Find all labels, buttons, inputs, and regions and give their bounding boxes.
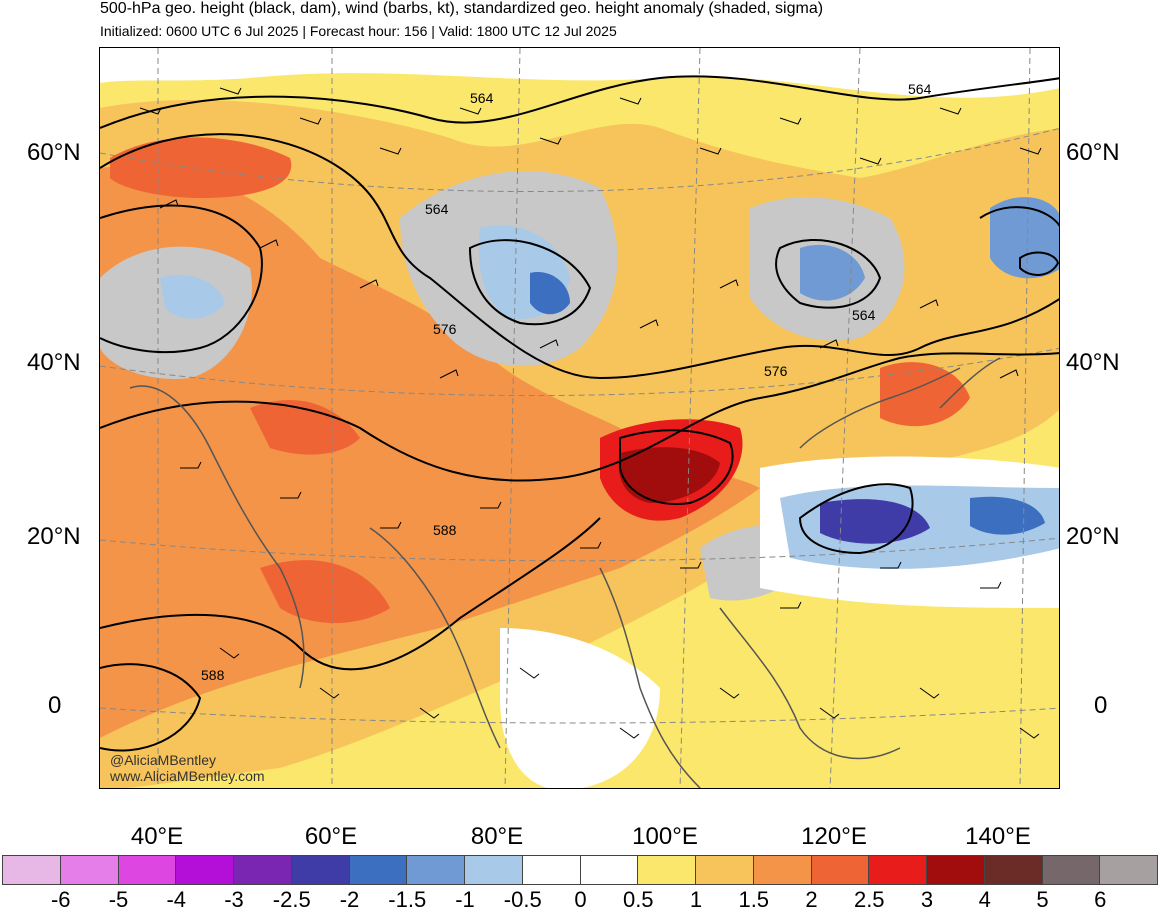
anomaly-pacific-neg-core-2 xyxy=(970,496,1045,535)
colorbar-swatch xyxy=(2,855,61,885)
contour-label-576-b: 576 xyxy=(764,363,788,379)
colorbar-swatch xyxy=(1041,855,1101,885)
anomaly-north-band xyxy=(100,48,1059,98)
colorbar-swatch xyxy=(175,855,234,885)
lat-label-0-right: 0 xyxy=(1094,692,1108,719)
lat-label-60n-left: 60°N xyxy=(27,139,81,166)
lon-label-100e: 100°E xyxy=(632,823,698,850)
contour-label-576-a: 576 xyxy=(433,321,457,337)
watermark-url: www.AliciaMBentley.com xyxy=(110,768,265,784)
anomaly-okhotsk-neg xyxy=(990,197,1059,279)
chart-subtitle: Initialized: 0600 UTC 6 Jul 2025 | Forec… xyxy=(100,23,617,39)
colorbar-label: -5 xyxy=(108,887,129,912)
colorbar-swatch xyxy=(464,855,523,885)
lon-label-140e: 140°E xyxy=(965,823,1031,850)
chart-title: 500-hPa geo. height (black, dam), wind (… xyxy=(100,0,824,17)
colorbar-label: -1 xyxy=(455,887,475,912)
lat-label-20n-right: 20°N xyxy=(1066,523,1120,550)
colorbar-label: 5 xyxy=(1036,887,1049,912)
anomaly-caspian-neg xyxy=(160,274,225,319)
colorbar-swatch xyxy=(983,855,1043,885)
contour-label-588-b: 588 xyxy=(201,667,225,683)
colorbar-label: -4 xyxy=(166,887,187,912)
colorbar-label: -6 xyxy=(50,887,71,912)
colorbar-label: 0 xyxy=(574,887,587,912)
anomaly-arabia xyxy=(260,560,390,623)
coastlines xyxy=(129,357,1001,788)
colorbar-swatch xyxy=(695,855,754,885)
lat-label-0-left: 0 xyxy=(48,692,62,719)
colorbar-swatch xyxy=(59,855,119,885)
colorbar-label: -3 xyxy=(224,887,244,912)
colorbar-swatch xyxy=(348,855,408,885)
contour-label-564-d: 564 xyxy=(852,307,876,323)
colorbar-swatch xyxy=(1099,855,1158,885)
colorbar-label: 2.5 xyxy=(853,887,885,912)
height-contours xyxy=(100,75,1059,752)
contour-label-564-a: 564 xyxy=(470,90,494,106)
map-panel: 564 564 564 564 576 576 588 588 xyxy=(99,47,1060,789)
lon-label-60e: 60°E xyxy=(304,823,358,850)
anomaly-japan xyxy=(880,362,970,427)
colorbar-label: -2.5 xyxy=(272,887,311,912)
colorbar-label: 0.5 xyxy=(622,887,654,912)
lat-label-40n-right: 40°N xyxy=(1066,349,1120,376)
colorbar-label: 4 xyxy=(978,887,991,912)
anomaly-scandinavia xyxy=(110,137,292,198)
colorbar-swatch xyxy=(926,855,985,885)
watermark-handle: @AliciaMBentley xyxy=(110,752,217,768)
lon-label-120e: 120°E xyxy=(801,823,867,850)
anomaly-amur-neg xyxy=(800,244,865,301)
colorbar-label: 1.5 xyxy=(738,887,770,912)
anomaly-colorbar xyxy=(2,855,1158,885)
colorbar-swatch xyxy=(117,855,177,885)
graticule xyxy=(100,48,1059,788)
anomaly-siberia-neg-core xyxy=(530,272,570,315)
colorbar-label: -2 xyxy=(339,887,360,912)
colorbar-swatch xyxy=(233,855,292,885)
lat-label-40n-left: 40°N xyxy=(27,349,81,376)
anomaly-region-2 xyxy=(100,166,760,738)
colorbar-label: 6 xyxy=(1094,887,1107,912)
colorbar-swatch xyxy=(579,855,639,885)
colorbar-swatch xyxy=(810,855,870,885)
lat-label-60n-right: 60°N xyxy=(1066,139,1120,166)
colorbar-label: -0.5 xyxy=(503,887,542,912)
colorbar-swatch xyxy=(406,855,465,885)
colorbar-label: 1 xyxy=(689,887,703,912)
wind-barbs xyxy=(139,87,1042,739)
lon-label-80e: 80°E xyxy=(470,823,524,850)
colorbar-swatch xyxy=(868,855,927,885)
colorbar-label: 3 xyxy=(920,887,934,912)
colorbar-label: 2 xyxy=(805,887,818,912)
lon-label-40e: 40°E xyxy=(130,823,184,850)
map-canvas: 564 564 564 564 576 576 588 588 xyxy=(100,48,1059,788)
colorbar-label: -1.5 xyxy=(388,887,427,912)
contour-label-588-a: 588 xyxy=(433,522,457,538)
contour-label-564-b: 564 xyxy=(908,81,932,97)
colorbar-swatch xyxy=(637,855,696,885)
contour-label-564-c: 564 xyxy=(425,201,449,217)
contour-label-group: 564 564 564 564 576 576 588 588 xyxy=(201,81,932,683)
lat-label-20n-left: 20°N xyxy=(27,523,81,550)
colorbar-swatch xyxy=(521,855,581,885)
colorbar-swatch xyxy=(290,855,350,885)
anomaly-china-4 xyxy=(618,447,720,503)
anomaly-bay-of-bengal xyxy=(500,628,660,788)
colorbar-swatch xyxy=(752,855,812,885)
